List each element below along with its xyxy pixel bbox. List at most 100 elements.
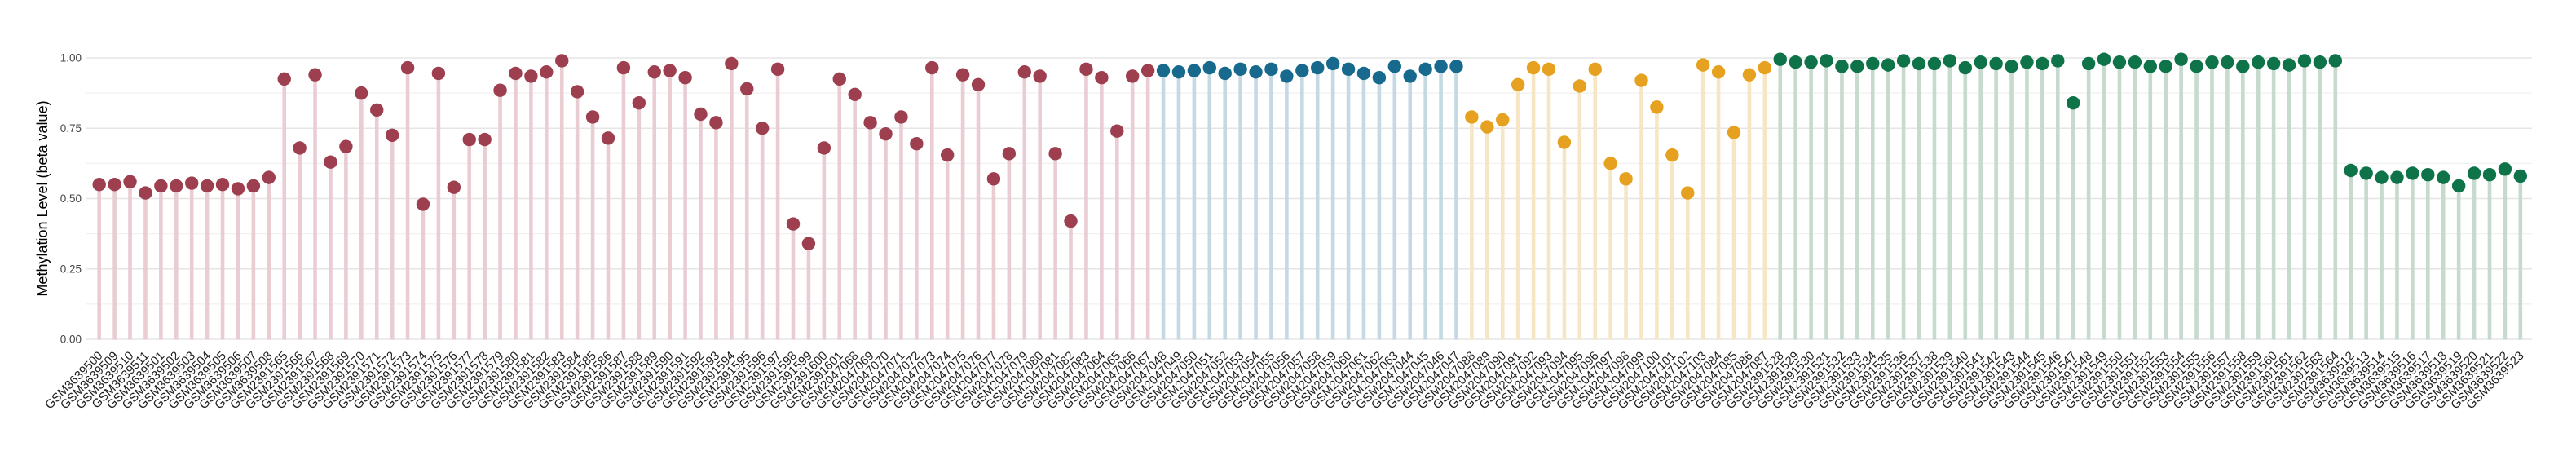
data-point — [1711, 65, 1726, 79]
data-point — [848, 87, 862, 102]
data-point — [493, 83, 507, 97]
data-point — [370, 103, 384, 117]
data-point — [1820, 54, 1833, 68]
data-point — [1804, 55, 1818, 69]
data-point — [154, 179, 168, 193]
y-tick-label: 0.75 — [60, 122, 82, 135]
data-point — [1511, 77, 1525, 91]
data-point — [308, 68, 322, 82]
data-point — [2406, 166, 2419, 180]
data-point — [2313, 55, 2327, 69]
data-point — [879, 126, 893, 141]
data-point — [1403, 69, 1417, 83]
data-point — [509, 66, 523, 81]
data-point — [1311, 60, 1325, 75]
data-point — [1356, 66, 1371, 81]
data-point — [1974, 55, 1987, 69]
data-point — [416, 197, 430, 211]
data-point — [1418, 62, 1432, 77]
data-point — [324, 155, 337, 169]
data-point — [2159, 60, 2172, 73]
data-point — [1017, 65, 1031, 79]
data-point — [801, 236, 816, 250]
data-point — [1912, 56, 1926, 71]
data-point — [2221, 55, 2234, 69]
points — [92, 52, 2528, 250]
data-point — [1603, 157, 1617, 170]
data-point — [1233, 62, 1247, 77]
data-point — [1526, 60, 1541, 75]
data-point — [817, 141, 831, 155]
data-point — [1187, 64, 1202, 77]
data-point — [2266, 56, 2281, 71]
data-point — [1619, 172, 1633, 186]
data-point — [1048, 147, 1062, 161]
data-point — [355, 86, 368, 100]
y-tick-label: 0.00 — [60, 334, 82, 346]
data-point — [1218, 66, 1232, 81]
data-point — [540, 65, 554, 79]
data-point — [1171, 65, 1186, 79]
data-point — [478, 132, 492, 147]
data-point — [447, 180, 461, 194]
data-point — [1943, 54, 1957, 68]
y-tick-label: 0.25 — [60, 263, 82, 275]
data-point — [585, 110, 600, 124]
data-point — [1927, 56, 1942, 71]
data-point — [910, 137, 924, 151]
data-point — [2051, 54, 2065, 68]
data-point — [1835, 60, 1849, 73]
data-point — [123, 175, 137, 188]
data-point — [2359, 166, 2373, 180]
data-point — [2112, 55, 2127, 69]
data-point — [231, 182, 245, 196]
data-point — [1095, 70, 1109, 85]
data-point — [1665, 148, 1679, 162]
data-point — [1372, 70, 1387, 85]
data-point — [2097, 52, 2111, 66]
data-point — [725, 56, 739, 71]
data-point — [170, 179, 183, 193]
data-point — [601, 131, 615, 145]
data-point — [678, 70, 692, 85]
data-point — [632, 96, 646, 110]
data-point — [1264, 62, 1278, 77]
data-point — [2451, 179, 2466, 193]
data-point — [1850, 60, 1864, 73]
data-point — [1557, 135, 1572, 149]
data-point — [2067, 96, 2080, 110]
data-point — [2297, 54, 2312, 68]
data-point — [616, 60, 631, 75]
data-point — [2190, 60, 2203, 73]
data-point — [1202, 60, 1216, 75]
data-point — [92, 178, 106, 192]
data-point — [2375, 170, 2389, 184]
data-point — [663, 64, 677, 77]
data-point — [339, 139, 353, 153]
data-point — [709, 116, 723, 130]
data-point — [1958, 60, 1972, 75]
data-point — [1866, 56, 1880, 71]
data-point — [2081, 56, 2096, 71]
data-point — [1465, 110, 1479, 124]
data-point — [1249, 65, 1263, 79]
data-point — [1325, 56, 1340, 71]
data-point — [1295, 64, 1309, 77]
data-point — [1387, 60, 1402, 73]
data-point — [1896, 54, 1911, 68]
data-point — [1696, 58, 1710, 72]
data-point — [1727, 126, 1741, 139]
data-point — [863, 116, 877, 130]
data-point — [2036, 56, 2049, 71]
data-point — [1140, 64, 1155, 77]
data-point — [462, 132, 476, 147]
y-tick-label: 0.50 — [60, 192, 82, 205]
data-point — [755, 122, 770, 135]
data-point — [2020, 55, 2034, 69]
data-point — [1156, 64, 1171, 77]
data-point — [262, 170, 276, 184]
y-axis-title: Methylation Level (beta value) — [34, 100, 51, 296]
data-point — [385, 128, 399, 143]
data-point — [986, 172, 1001, 186]
